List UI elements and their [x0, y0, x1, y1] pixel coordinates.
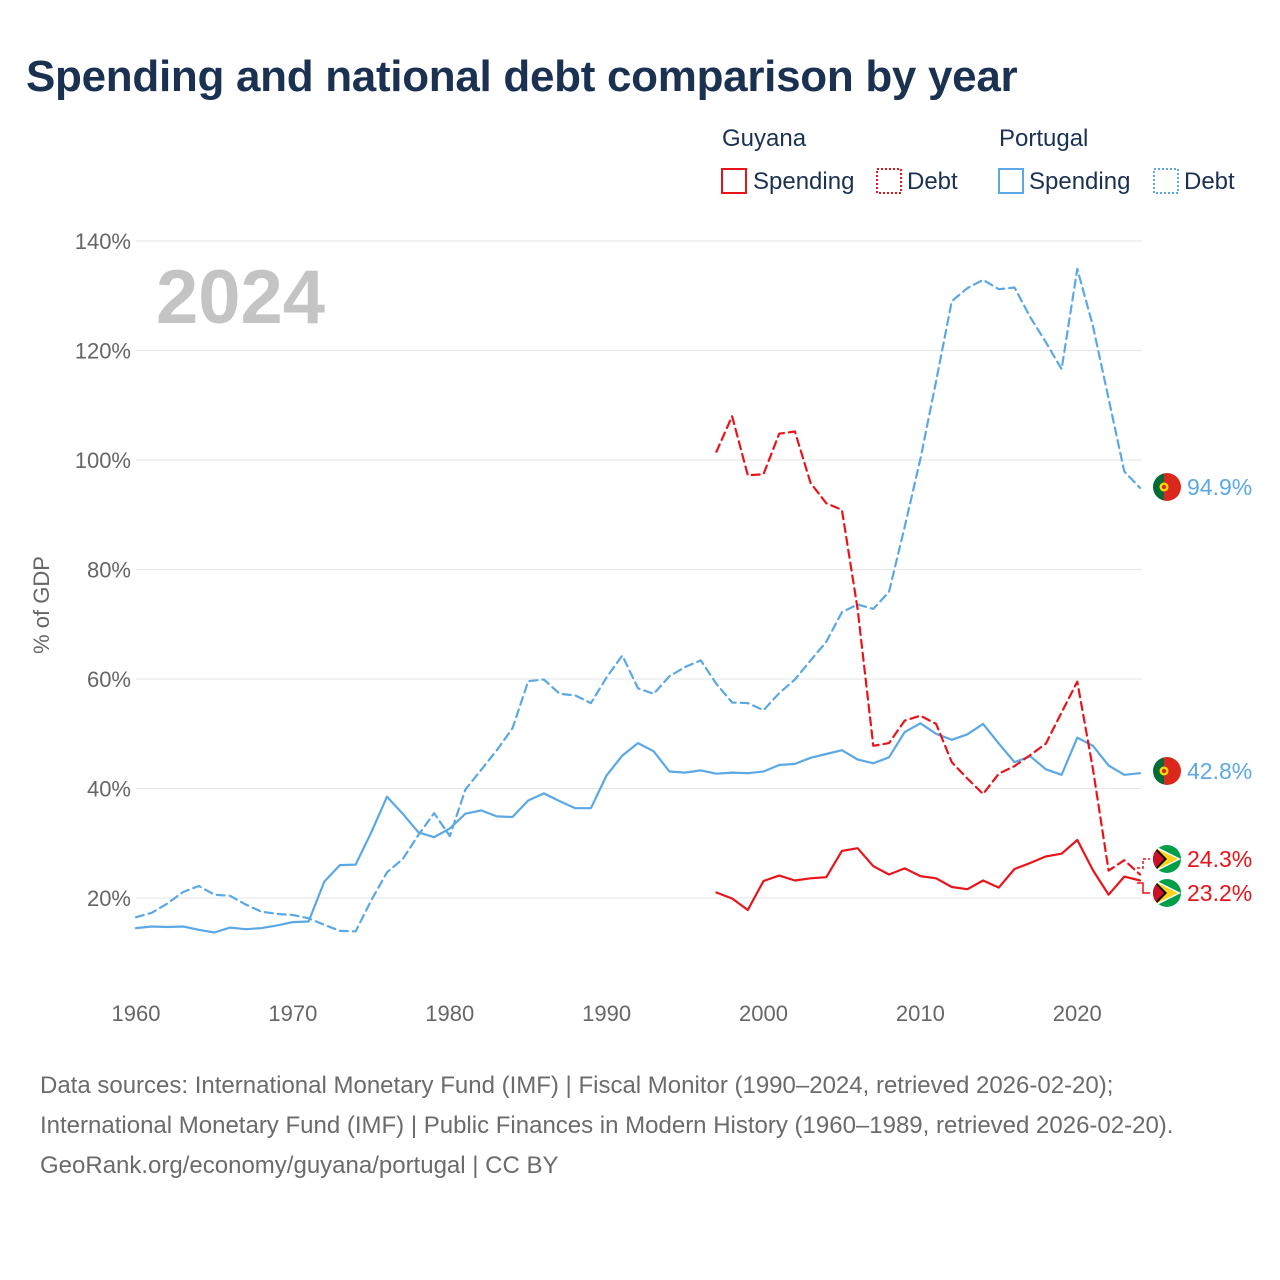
x-axis: 1960 1970 1980 1990 2000 2010 2020: [112, 1001, 1102, 1026]
legend-label-portugal-spending: Spending: [1029, 168, 1130, 195]
y-tick-label: 80%: [87, 558, 131, 583]
series-line-portugal-debt: [134, 267, 1142, 933]
series-line-guyana-spending: [715, 838, 1142, 912]
legend-swatch-portugal-spending: [998, 168, 1024, 194]
y-axis-label: % of GDP: [29, 556, 54, 654]
x-tick-label: 2020: [1053, 1001, 1102, 1026]
legend: Guyana Spending Debt Portugal Spending D…: [721, 125, 1235, 195]
legend-label-guyana-spending: Spending: [753, 168, 854, 195]
y-tick-label: 40%: [87, 777, 131, 802]
legend-swatch-guyana-spending: [721, 168, 747, 194]
series-lines: [134, 267, 1142, 934]
y-tick-label: 120%: [75, 339, 131, 364]
legend-group-portugal: Portugal: [999, 125, 1088, 152]
x-tick-label: 1970: [268, 1001, 317, 1026]
guyana-flag-icon: [1153, 845, 1181, 873]
end-label-portugal-debt: 94.9%: [1187, 474, 1252, 500]
x-tick-label: 2010: [896, 1001, 945, 1026]
credit-link: GeoRank.org/economy/guyana/portugal | CC…: [40, 1152, 559, 1179]
legend-label-guyana-debt: Debt: [907, 168, 958, 195]
portugal-flag-icon: [1153, 473, 1181, 501]
series-line-guyana-debt: [715, 415, 1142, 876]
legend-swatch-guyana-debt: [876, 168, 902, 194]
end-label-guyana-spending: 23.2%: [1187, 880, 1252, 906]
end-label-portugal-spending: 42.8%: [1187, 758, 1252, 784]
end-labels: 94.9% 42.8% 24.3% 23.2%: [1137, 473, 1252, 907]
y-axis: 20% 40% 60% 80% 100% 120% 140%: [75, 229, 131, 911]
y-tick-label: 20%: [87, 886, 131, 911]
footer: Data sources: International Monetary Fun…: [40, 1066, 1250, 1186]
chart-canvas: 20% 40% 60% 80% 100% 120% 140% 1960 1970 1980 199…: [29, 125, 1252, 1026]
x-tick-label: 2000: [739, 1001, 788, 1026]
x-tick-label: 1990: [582, 1001, 631, 1026]
legend-swatch-portugal-debt: [1153, 168, 1179, 194]
chart-title: Spending and national debt comparison by…: [26, 52, 1018, 101]
series-line-portugal-spending: [134, 722, 1142, 934]
y-tick-label: 100%: [75, 448, 131, 473]
portugal-flag-icon: [1153, 757, 1181, 785]
legend-label-portugal-debt: Debt: [1184, 168, 1235, 195]
x-tick-label: 1980: [425, 1001, 474, 1026]
connector-guyana-debt: [1137, 858, 1150, 869]
year-overlay: 2024: [156, 255, 325, 340]
data-sources: Data sources: International Monetary Fun…: [40, 1072, 1174, 1139]
legend-group-guyana: Guyana: [722, 125, 807, 152]
guyana-flag-icon: [1153, 879, 1181, 907]
y-tick-label: 140%: [75, 229, 131, 254]
gridlines: [136, 240, 1142, 899]
connector-guyana-spending: [1137, 882, 1150, 894]
x-tick-label: 1960: [112, 1001, 161, 1026]
y-tick-label: 60%: [87, 667, 131, 692]
end-label-guyana-debt: 24.3%: [1187, 846, 1252, 872]
